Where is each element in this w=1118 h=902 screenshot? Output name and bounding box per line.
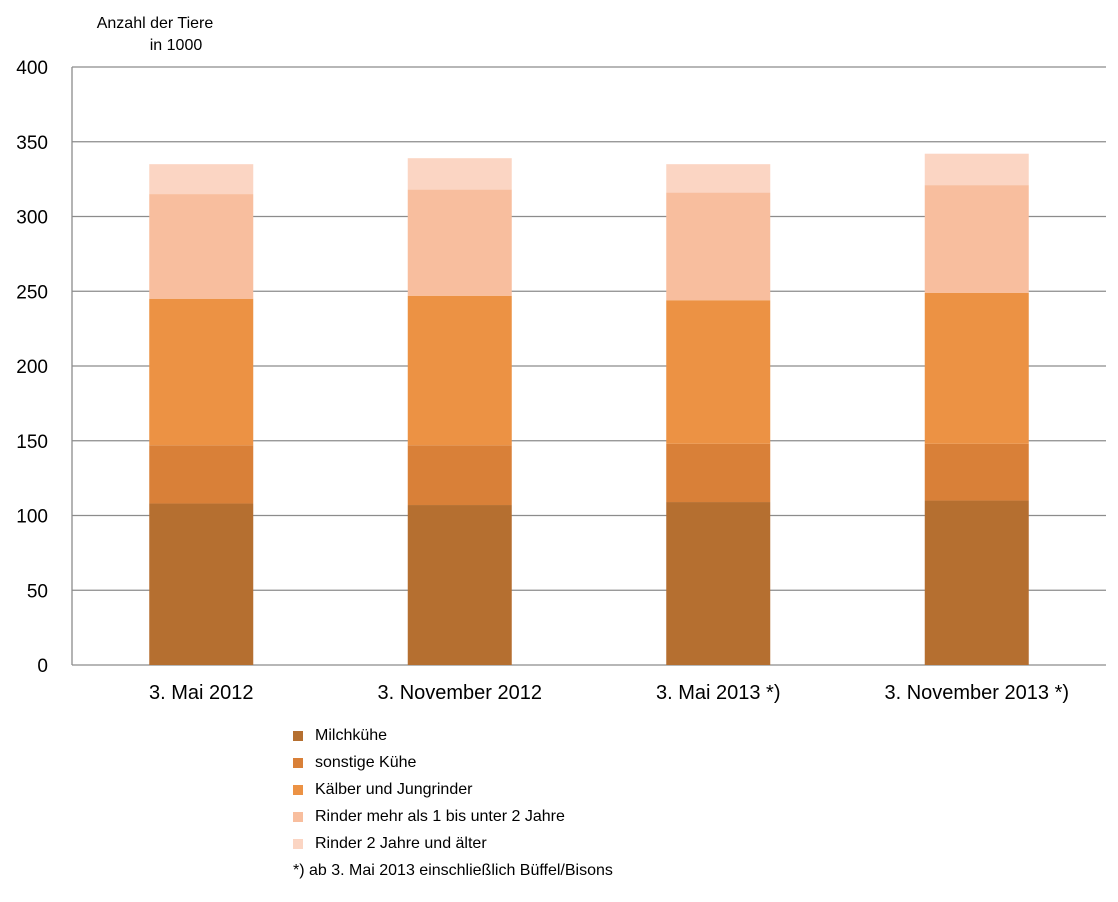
y-axis-label-line-2: in 1000 (150, 37, 203, 54)
legend-swatch (293, 838, 303, 849)
x-category-label: 3. Mai 2013 *) (656, 682, 781, 704)
footnote: *) ab 3. Mai 2013 einschließlich Büffel/… (293, 862, 613, 879)
legend-label: sonstige Kühe (315, 754, 417, 771)
x-category-labels: 3. Mai 2012 3. November 2012 3. Mai 2013 *… (149, 682, 1069, 704)
y-tick-label: 250 (16, 282, 48, 303)
bar-segment (407, 445, 512, 506)
bar-segment (149, 194, 254, 299)
legend: Milchkühe sonstige Kühe Kälber und Jungr… (293, 722, 613, 884)
legend-item-milchkuehe: Milchkühe (293, 722, 613, 749)
legend-label: Rinder mehr als 1 bis unter 2 Jahre (315, 808, 565, 825)
y-tick-label: 300 (16, 208, 48, 229)
y-tick-label: 50 (27, 581, 48, 602)
legend-item-rinder-2-jahre-aelter: Rinder 2 Jahre und älter (293, 830, 613, 857)
bar-segment (149, 503, 254, 665)
bar-segment (666, 443, 771, 503)
bar-segment (407, 189, 512, 296)
x-category-label: 3. Mai 2012 (149, 682, 254, 704)
x-category-label: 3. November 2012 (377, 682, 542, 704)
y-axis-label-line-1: Anzahl der Tiere (97, 15, 214, 32)
legend-label: Milchkühe (315, 727, 388, 744)
bars (149, 153, 1029, 665)
bar-segment (149, 298, 254, 446)
bar-segment (924, 443, 1029, 501)
y-tick-label: 100 (16, 507, 48, 528)
legend-swatch (293, 784, 303, 795)
legend-label: Rinder 2 Jahre und älter (315, 835, 487, 852)
legend-item-kaelber-jungrinder: Kälber und Jungrinder (293, 776, 613, 803)
bar-segment (666, 300, 771, 444)
legend-item-sonstige-kuehe: sonstige Kühe (293, 749, 613, 776)
bar-segment (666, 164, 771, 193)
y-tick-label: 350 (16, 133, 48, 154)
bar-segment (666, 502, 771, 665)
bar-segment (149, 445, 254, 504)
bar-segment (924, 500, 1029, 665)
y-tick-label: 400 (16, 58, 48, 79)
y-tick-label: 150 (16, 432, 48, 453)
legend-label: Kälber und Jungrinder (315, 781, 473, 798)
bar-segment (666, 192, 771, 301)
bar-segment (407, 158, 512, 190)
legend-swatch (293, 730, 303, 741)
y-tick-label: 0 (37, 656, 48, 677)
legend-item-rinder-1-2-jahre: Rinder mehr als 1 bis unter 2 Jahre (293, 803, 613, 830)
legend-swatch (293, 757, 303, 768)
bar-segment (924, 153, 1029, 186)
bar-segment (924, 185, 1029, 293)
y-tick-labels: 0 50 100 150 200 250 300 350 400 (16, 58, 48, 677)
x-category-label: 3. November 2013 *) (884, 682, 1069, 704)
bar-segment (407, 505, 512, 665)
y-tick-label: 200 (16, 357, 48, 378)
bar-segment (407, 295, 512, 446)
bar-segment (924, 292, 1029, 444)
bar-segment (149, 164, 254, 195)
legend-swatch (293, 811, 303, 822)
